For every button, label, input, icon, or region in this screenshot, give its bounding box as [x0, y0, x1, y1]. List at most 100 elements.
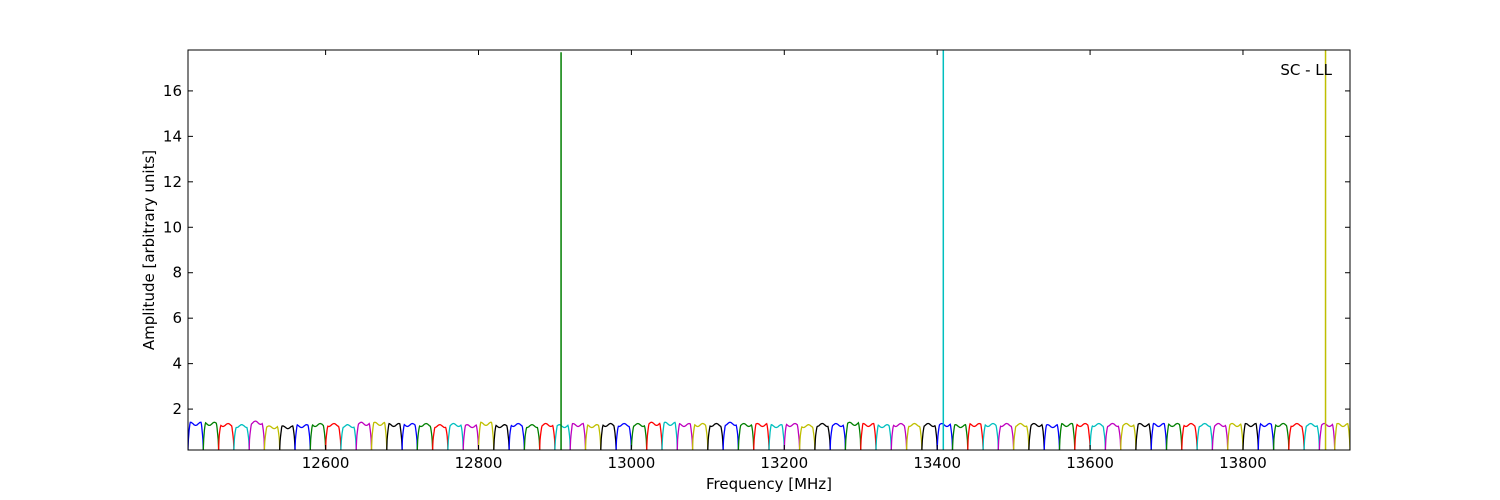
- x-tick-label: 12600: [302, 454, 350, 472]
- channel-curve: [798, 424, 816, 450]
- channel-curve: [768, 423, 785, 450]
- channel-curve: [1272, 422, 1290, 450]
- channel-curve: [1334, 422, 1350, 450]
- x-tick-label: 13400: [913, 454, 961, 472]
- channel-curve: [1288, 422, 1305, 450]
- channel-curve: [1257, 422, 1275, 450]
- channel-curve: [1181, 422, 1198, 450]
- channel-curve: [783, 422, 801, 450]
- channel-curve: [294, 423, 311, 450]
- y-tick-label: 8: [172, 264, 182, 282]
- channel-curve: [691, 422, 709, 450]
- channel-curve: [890, 422, 908, 450]
- channel-curve: [646, 421, 663, 450]
- plot-frame: [187, 49, 1351, 451]
- channel-curve: [1104, 422, 1122, 450]
- channel-curve: [1074, 422, 1091, 450]
- channel-curve: [416, 422, 434, 450]
- channel-curve: [921, 422, 938, 450]
- channel-curve: [1120, 422, 1137, 450]
- channel-curve: [370, 421, 388, 450]
- channel-curve: [905, 422, 923, 450]
- channel-curve: [951, 423, 969, 450]
- channel-curve: [340, 424, 357, 450]
- channel-curve: [401, 422, 418, 450]
- x-axis-label: Frequency [MHz]: [706, 475, 832, 493]
- channel-curve: [722, 421, 740, 450]
- y-tick-label: 10: [163, 218, 182, 236]
- channel-curve: [967, 422, 984, 450]
- channel-curve: [355, 421, 373, 450]
- channel-curve: [1165, 422, 1183, 450]
- y-tick-label: 12: [163, 173, 182, 191]
- channel-curve: [248, 420, 266, 450]
- channel-curve: [1211, 422, 1229, 450]
- channel-curve: [1058, 422, 1076, 450]
- x-tick-label: 13600: [1066, 454, 1114, 472]
- channel-curve: [1318, 422, 1336, 450]
- channel-curve: [386, 422, 403, 450]
- channel-curve: [462, 424, 480, 450]
- channel-curve: [615, 422, 633, 450]
- channel-curve: [477, 421, 495, 450]
- channel-curve: [324, 422, 342, 450]
- channel-curve: [936, 422, 954, 450]
- channel-curve: [447, 422, 464, 450]
- channel-curve: [1242, 422, 1259, 450]
- channel-curve: [844, 421, 862, 450]
- channel-curve: [982, 422, 999, 450]
- channel-curve: [860, 422, 877, 450]
- channel-curve: [630, 422, 648, 450]
- channel-curve: [676, 422, 694, 450]
- channel-curve: [554, 424, 571, 450]
- channel-curve: [202, 421, 220, 450]
- x-tick-label: 12800: [455, 454, 503, 472]
- channel-curve: [217, 422, 235, 450]
- channel-curve: [188, 421, 204, 450]
- x-tick-label: 13800: [1219, 454, 1267, 472]
- y-tick-label: 2: [172, 400, 182, 418]
- channel-curve: [508, 422, 526, 450]
- channel-curve: [263, 425, 281, 450]
- corner-annotation: SC - LL: [1280, 61, 1332, 79]
- channel-curve: [569, 422, 587, 450]
- x-tick-label: 13200: [760, 454, 808, 472]
- channel-curve: [539, 422, 556, 450]
- channel-curve: [1227, 422, 1244, 450]
- channel-curve: [707, 422, 724, 450]
- channel-curve: [1196, 422, 1214, 450]
- channel-curve: [737, 422, 755, 450]
- channel-curve: [309, 422, 327, 450]
- channel-curve: [523, 424, 541, 450]
- channel-curve: [279, 425, 296, 450]
- channel-curve: [1089, 422, 1107, 450]
- y-axis-ticks: 2 4 6 8 10 12 14 16: [163, 82, 1350, 418]
- y-tick-label: 16: [163, 82, 182, 100]
- channel-curve: [1135, 422, 1152, 450]
- series-layer: [188, 50, 1350, 450]
- channel-curve: [233, 424, 250, 450]
- x-tick-label: 13000: [608, 454, 656, 472]
- y-tick-label: 6: [172, 309, 182, 327]
- channel-curve: [1028, 422, 1045, 450]
- channel-curve: [997, 422, 1015, 450]
- y-tick-label: 14: [163, 127, 182, 145]
- channel-curve: [1303, 422, 1321, 450]
- channel-curve: [829, 422, 847, 450]
- channel-curve: [1150, 422, 1168, 450]
- channel-curve: [1012, 422, 1030, 450]
- channel-curve: [584, 424, 602, 450]
- channel-curve: [753, 422, 770, 450]
- channel-curve: [661, 421, 678, 450]
- channel-curve: [1043, 423, 1061, 450]
- channel-curve: [600, 422, 617, 450]
- y-tick-label: 4: [172, 355, 182, 373]
- channel-curve: [814, 422, 831, 450]
- channel-curve: [875, 424, 892, 450]
- x-axis-ticks: 12600 12800 13000 13200 13400 13600 13800: [302, 50, 1267, 472]
- channel-curve: [431, 424, 449, 450]
- channel-curve: [493, 424, 510, 450]
- y-axis-label: Amplitude [arbitrary units]: [140, 150, 158, 350]
